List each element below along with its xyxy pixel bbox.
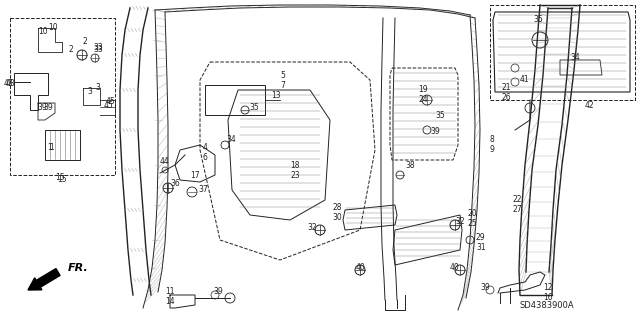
Text: 31: 31 xyxy=(476,243,486,253)
Text: 39: 39 xyxy=(37,102,47,112)
Text: 1: 1 xyxy=(50,144,54,152)
Text: 15: 15 xyxy=(55,174,65,182)
Text: 44: 44 xyxy=(160,158,170,167)
Text: SD4383900A: SD4383900A xyxy=(520,300,575,309)
Text: 9: 9 xyxy=(490,145,495,154)
Text: 40: 40 xyxy=(450,263,460,271)
Text: 14: 14 xyxy=(165,298,175,307)
Text: 15: 15 xyxy=(57,175,67,184)
Text: 45: 45 xyxy=(103,100,113,109)
Text: 38: 38 xyxy=(405,160,415,169)
Text: 42: 42 xyxy=(585,100,595,109)
Text: 10: 10 xyxy=(48,23,58,32)
Text: 33: 33 xyxy=(93,46,103,55)
Text: 35: 35 xyxy=(249,103,259,113)
Text: 11: 11 xyxy=(166,287,175,296)
Text: 3: 3 xyxy=(88,87,92,97)
Text: 7: 7 xyxy=(280,80,285,90)
Text: 23: 23 xyxy=(290,170,300,180)
Text: 33: 33 xyxy=(93,43,103,53)
FancyArrow shape xyxy=(28,269,60,290)
Text: 25: 25 xyxy=(468,219,477,227)
Text: 37: 37 xyxy=(198,186,208,195)
Text: 27: 27 xyxy=(513,205,522,214)
Text: 39: 39 xyxy=(213,287,223,296)
Text: 30: 30 xyxy=(332,212,342,221)
Text: 35: 35 xyxy=(435,110,445,120)
Text: 21: 21 xyxy=(502,84,511,93)
Text: 34: 34 xyxy=(226,136,236,145)
Text: 4: 4 xyxy=(203,144,207,152)
Text: 26: 26 xyxy=(502,93,511,102)
Text: 39: 39 xyxy=(430,128,440,137)
Text: 24: 24 xyxy=(419,95,428,105)
Text: 2: 2 xyxy=(83,38,88,47)
Text: 43: 43 xyxy=(5,78,15,87)
Text: 39: 39 xyxy=(480,283,490,292)
Text: 20: 20 xyxy=(468,209,477,218)
Text: FR.: FR. xyxy=(68,263,89,273)
Text: 1: 1 xyxy=(47,144,52,152)
Text: 6: 6 xyxy=(203,153,207,162)
Text: 17: 17 xyxy=(190,170,200,180)
Text: 40: 40 xyxy=(355,263,365,271)
Text: 32: 32 xyxy=(456,218,465,226)
Text: 16: 16 xyxy=(543,293,552,301)
Text: 8: 8 xyxy=(490,136,495,145)
Text: 43: 43 xyxy=(3,78,13,87)
Text: 36: 36 xyxy=(170,179,180,188)
Text: 32: 32 xyxy=(307,224,317,233)
Text: 45: 45 xyxy=(105,98,115,107)
Text: 2: 2 xyxy=(68,46,74,55)
Text: 18: 18 xyxy=(291,160,300,169)
Text: 10: 10 xyxy=(38,27,48,36)
Text: 29: 29 xyxy=(476,234,486,242)
Text: 35: 35 xyxy=(533,16,543,25)
Text: 28: 28 xyxy=(332,203,342,211)
Text: 12: 12 xyxy=(543,283,552,292)
Text: 5: 5 xyxy=(280,71,285,80)
Text: 22: 22 xyxy=(513,196,522,204)
Text: 39: 39 xyxy=(43,103,53,113)
Text: 19: 19 xyxy=(419,85,428,94)
Text: 34: 34 xyxy=(570,54,580,63)
Text: 13: 13 xyxy=(271,91,280,100)
Text: 41: 41 xyxy=(519,76,529,85)
Text: 3: 3 xyxy=(95,84,100,93)
